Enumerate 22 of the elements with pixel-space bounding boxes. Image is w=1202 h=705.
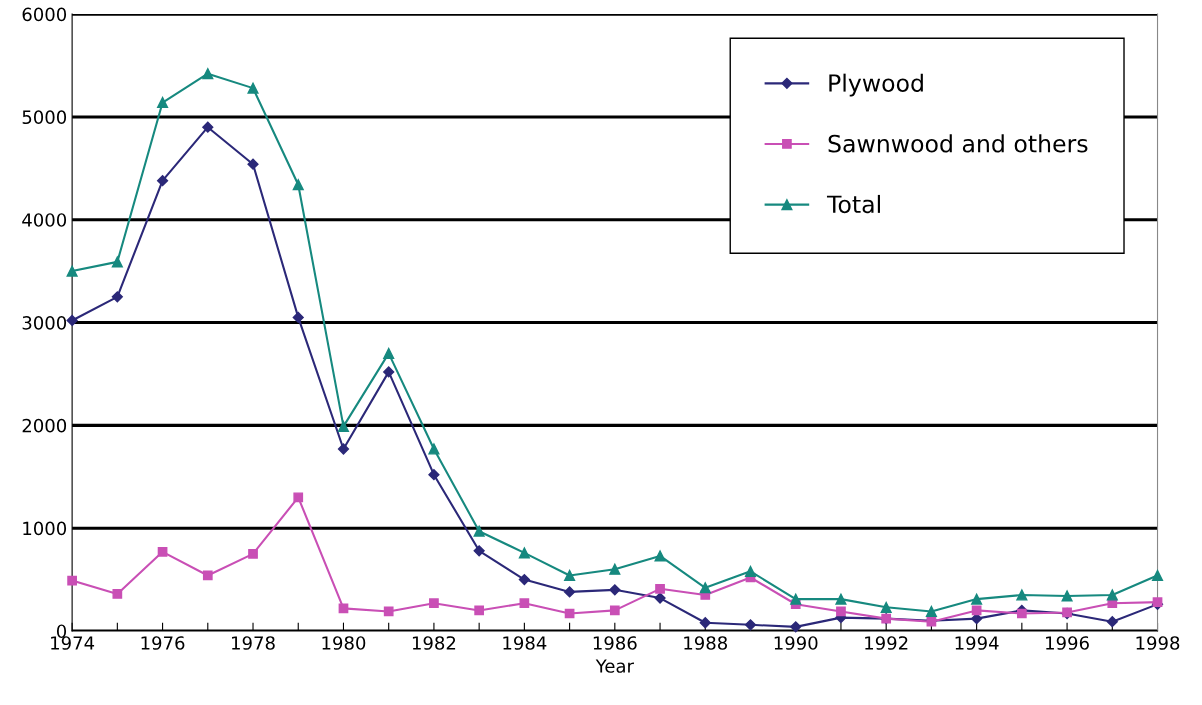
x-tick-label: 1994 — [955, 636, 999, 650]
y-tick-label: 1000 — [23, 521, 67, 536]
y-tick-label: 3000 — [22, 316, 67, 330]
legend-label: Total — [826, 194, 880, 214]
x-tick-label: 1992 — [865, 636, 908, 650]
legend-label: Plywood — [829, 73, 923, 97]
x-tick-label: 1982 — [412, 636, 456, 650]
y-tick-label: 2000 — [22, 418, 67, 433]
x-tick-label: 1998 — [1136, 636, 1180, 650]
y-tick-label: 4000 — [22, 213, 67, 227]
x-tick-label: 1990 — [774, 636, 818, 650]
x-tick-label: 1980 — [322, 636, 366, 650]
x-tick-label: 1978 — [232, 636, 275, 650]
x-tick-label: 1996 — [1046, 636, 1089, 650]
x-tick-label: 1976 — [141, 636, 185, 650]
y-tick-label: 6000 — [22, 7, 67, 22]
x-tick-label: 1986 — [593, 636, 637, 650]
y-tick-label: 5000 — [22, 110, 67, 125]
x-tick-label: 1988 — [684, 636, 728, 650]
legend-label: Sawnwood and others — [828, 134, 1088, 153]
x-tick-label: 1984 — [503, 636, 547, 650]
x-axis-title: Year — [595, 659, 634, 673]
